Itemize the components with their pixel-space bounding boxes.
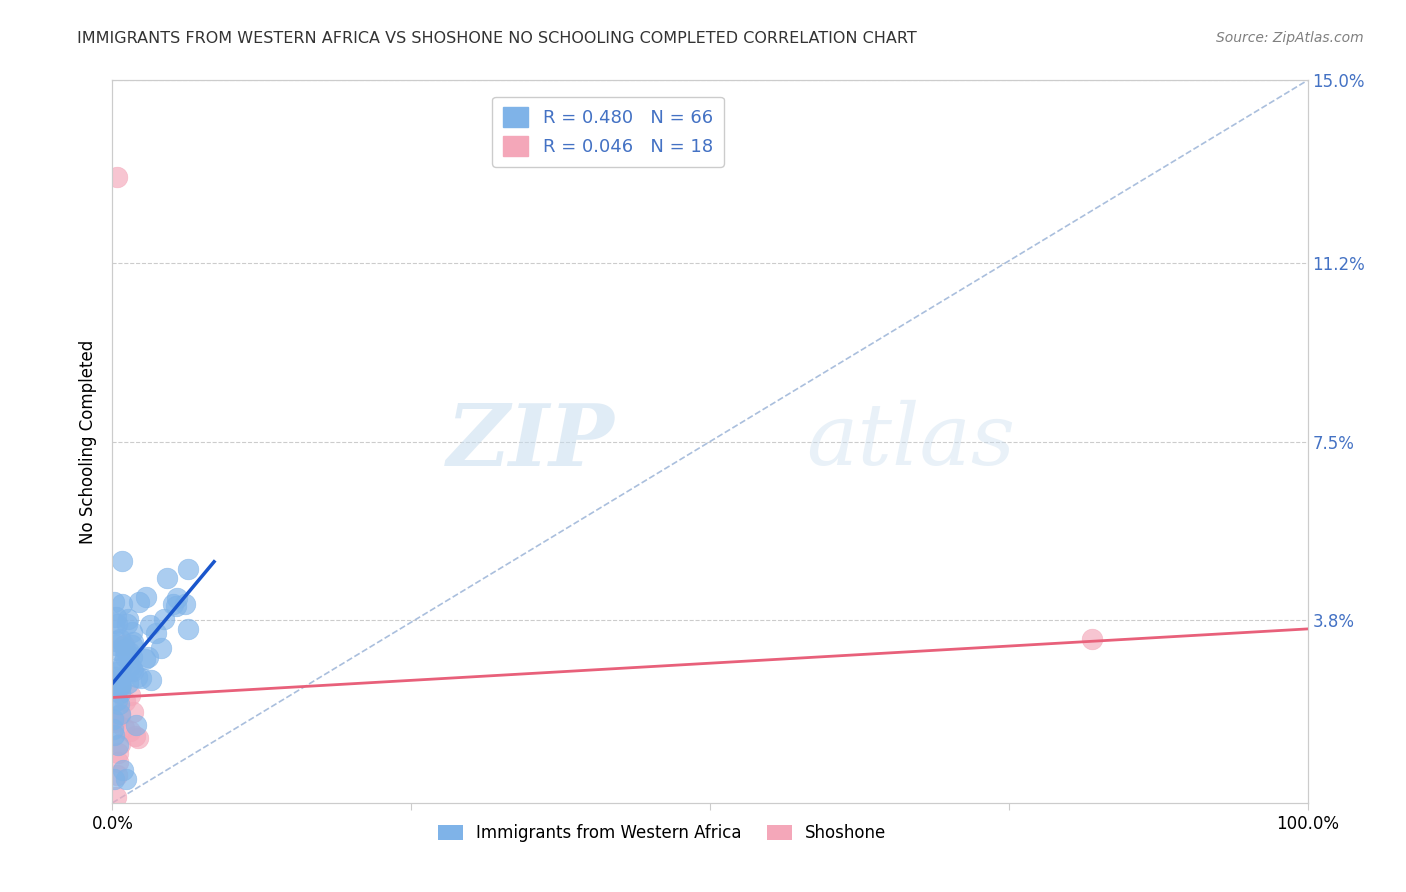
Point [105, 677, 128, 691]
Point [112, 721, 135, 735]
Point [103, 675, 125, 690]
Point [121, 624, 143, 639]
Text: ZIP: ZIP [447, 400, 614, 483]
Point [121, 662, 143, 676]
Point [121, 635, 143, 649]
Point [139, 673, 162, 688]
Point [118, 658, 141, 673]
Point [110, 661, 132, 675]
Point [114, 650, 136, 665]
Point [105, 665, 128, 680]
Point [111, 554, 134, 568]
Point [108, 707, 131, 722]
Point [136, 649, 159, 664]
Point [121, 664, 143, 678]
Point [103, 713, 125, 727]
Point [105, 673, 128, 687]
Y-axis label: No Schooling Completed: No Schooling Completed [79, 340, 97, 543]
Point [127, 670, 149, 684]
Point [105, 693, 128, 707]
Point [108, 678, 131, 692]
Point [101, 712, 124, 726]
Point [176, 622, 198, 636]
Point [114, 642, 136, 657]
Point [156, 571, 179, 585]
Point [103, 595, 125, 609]
Point [105, 633, 128, 648]
Point [125, 718, 148, 732]
Point [117, 612, 139, 626]
Text: IMMIGRANTS FROM WESTERN AFRICA VS SHOSHONE NO SCHOOLING COMPLETED CORRELATION CH: IMMIGRANTS FROM WESTERN AFRICA VS SHOSHO… [77, 31, 917, 46]
Point [108, 679, 131, 693]
Point [107, 755, 129, 769]
Point [118, 688, 141, 702]
Point [103, 723, 125, 737]
Point [118, 645, 141, 659]
Point [108, 686, 131, 700]
Point [1081, 632, 1104, 646]
Point [104, 714, 127, 729]
Point [135, 591, 157, 605]
Point [110, 678, 132, 692]
Point [139, 618, 162, 632]
Point [134, 652, 156, 666]
Point [105, 169, 128, 184]
Point [112, 763, 135, 777]
Point [153, 612, 176, 626]
Point [107, 746, 129, 760]
Point [121, 650, 143, 665]
Point [108, 697, 131, 711]
Point [111, 597, 134, 611]
Text: atlas: atlas [806, 401, 1015, 483]
Point [120, 723, 142, 738]
Point [162, 597, 184, 611]
Point [110, 632, 132, 646]
Point [104, 680, 127, 694]
Point [103, 615, 125, 630]
Point [110, 679, 132, 693]
Text: Source: ZipAtlas.com: Source: ZipAtlas.com [1216, 31, 1364, 45]
Point [174, 597, 197, 611]
Point [121, 706, 143, 720]
Point [104, 610, 127, 624]
Point [127, 731, 149, 746]
Point [145, 626, 167, 640]
Point [117, 648, 139, 663]
Point [111, 656, 134, 670]
Point [114, 694, 136, 708]
Point [114, 772, 136, 786]
Point [177, 562, 200, 576]
Point [107, 738, 129, 752]
Point [105, 790, 128, 805]
Point [103, 728, 125, 742]
Point [105, 768, 128, 782]
Point [104, 670, 127, 684]
Legend: Immigrants from Western Africa, Shoshone: Immigrants from Western Africa, Shoshone [432, 817, 893, 848]
Point [110, 708, 132, 723]
Point [124, 729, 146, 743]
Point [129, 671, 152, 685]
Point [108, 737, 131, 751]
Point [105, 643, 128, 657]
Point [166, 591, 188, 605]
Point [112, 638, 135, 652]
Point [105, 616, 128, 631]
Point [105, 638, 128, 652]
Point [149, 640, 172, 655]
Point [121, 638, 143, 652]
Point [103, 772, 125, 786]
Point [128, 595, 150, 609]
Point [115, 616, 138, 631]
Point [117, 676, 139, 690]
Point [165, 599, 187, 613]
